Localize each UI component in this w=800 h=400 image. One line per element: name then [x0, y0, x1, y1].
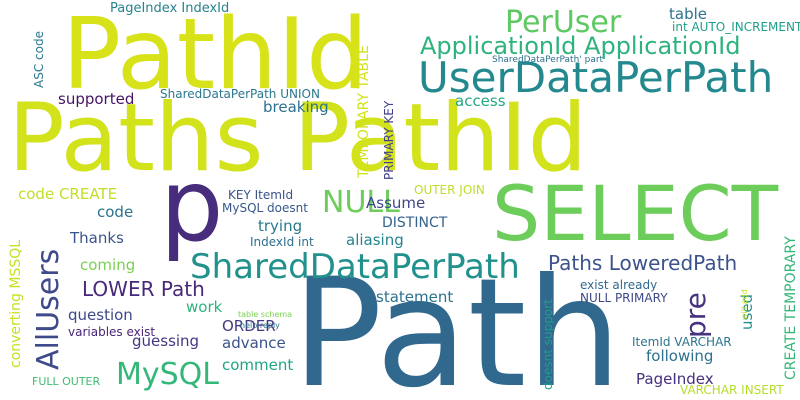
word-variables-exist: variables exist [68, 325, 155, 339]
word-used: used [738, 294, 756, 330]
word-full-outer: FULL OUTER [32, 375, 101, 388]
word-mysql: MySQL [116, 357, 219, 392]
word-work: work [186, 298, 223, 316]
word-allusers: AllUsers [31, 249, 66, 370]
word-paths-loweredpath: Paths LoweredPath [548, 251, 737, 275]
word-temporary-table: TEMPORARY TABLE [356, 45, 372, 179]
word-exist-already: exist already [580, 278, 657, 292]
word-order: ORDER [222, 317, 276, 335]
word-assume: Assume [366, 194, 425, 212]
word-will-add: will add [740, 289, 749, 320]
word-doesnt-support: doesnt support [541, 299, 555, 390]
word-mysql-doesnt: MySQL doesnt [222, 201, 308, 215]
word-advance: advance [222, 334, 286, 352]
word-table: table [669, 5, 707, 23]
word-key-itemid: KEY ItemId [228, 188, 293, 202]
word-asc-code: ASC code [32, 31, 46, 88]
word-pathid: PathId [62, 0, 368, 112]
word-pre: pre [679, 292, 712, 338]
word-guessing: guessing [132, 332, 199, 350]
word-coming: coming [80, 256, 135, 274]
word-null-primary: NULL PRIMARY [580, 291, 668, 305]
word-p: p [160, 147, 223, 264]
word-statement: statement [376, 288, 453, 306]
word-code: code [97, 203, 133, 221]
word-converting-mssql: converting MSSQL [8, 240, 24, 368]
word-pageindex: PageIndex [636, 370, 714, 388]
word-access: access [455, 92, 506, 110]
word-breaking: breaking [263, 98, 329, 116]
word-paths-pathid: Paths PathId [8, 84, 587, 193]
word-lower-path: LOWER Path [82, 277, 205, 301]
word-aliasing: aliasing [346, 231, 404, 249]
word-distinct: DISTINCT [382, 215, 448, 231]
word-shareddataperpath: SharedDataPerPath [190, 247, 520, 287]
word-varchar-insert: VARCHAR INSERT [680, 383, 784, 397]
word-select: SELECT [492, 169, 779, 258]
word-create-temporary: CREATE TEMPORARY [783, 236, 799, 380]
word-code-create: code CREATE [18, 185, 117, 203]
word-outer-join: OUTER JOIN [414, 183, 485, 197]
word-question: question [68, 306, 133, 324]
word-shareddataperpath-union: SharedDataPerPath UNION [160, 87, 320, 101]
word-following: following [646, 347, 713, 365]
word-indexid-int: IndexId int [250, 235, 314, 249]
word-thanks: Thanks [69, 229, 124, 247]
word-table-schema: table schema [238, 310, 292, 319]
word-applicationid-applicationid: ApplicationId ApplicationId [420, 32, 740, 60]
word-peruser: PerUser [505, 5, 622, 40]
word-userdataperpath: UserDataPerPath [418, 53, 773, 102]
word-comment: comment [222, 356, 293, 374]
word-int-auto-increment: int AUTO_INCREMENT [672, 20, 800, 34]
word-trying: trying [258, 217, 302, 235]
word-path: Path [292, 247, 622, 400]
word-supported: supported [58, 90, 134, 108]
word-primary-key: PRIMARY KEY [382, 100, 396, 180]
word-itemid-varchar: ItemId VARCHAR [632, 335, 732, 349]
word-pageindex-indexid: PageIndex IndexId [110, 1, 229, 16]
word-help-reply: help reply [240, 321, 280, 330]
word-null: NULL [322, 185, 400, 220]
word-shareddataperpath-part: SharedDataPerPath' part [492, 55, 604, 65]
